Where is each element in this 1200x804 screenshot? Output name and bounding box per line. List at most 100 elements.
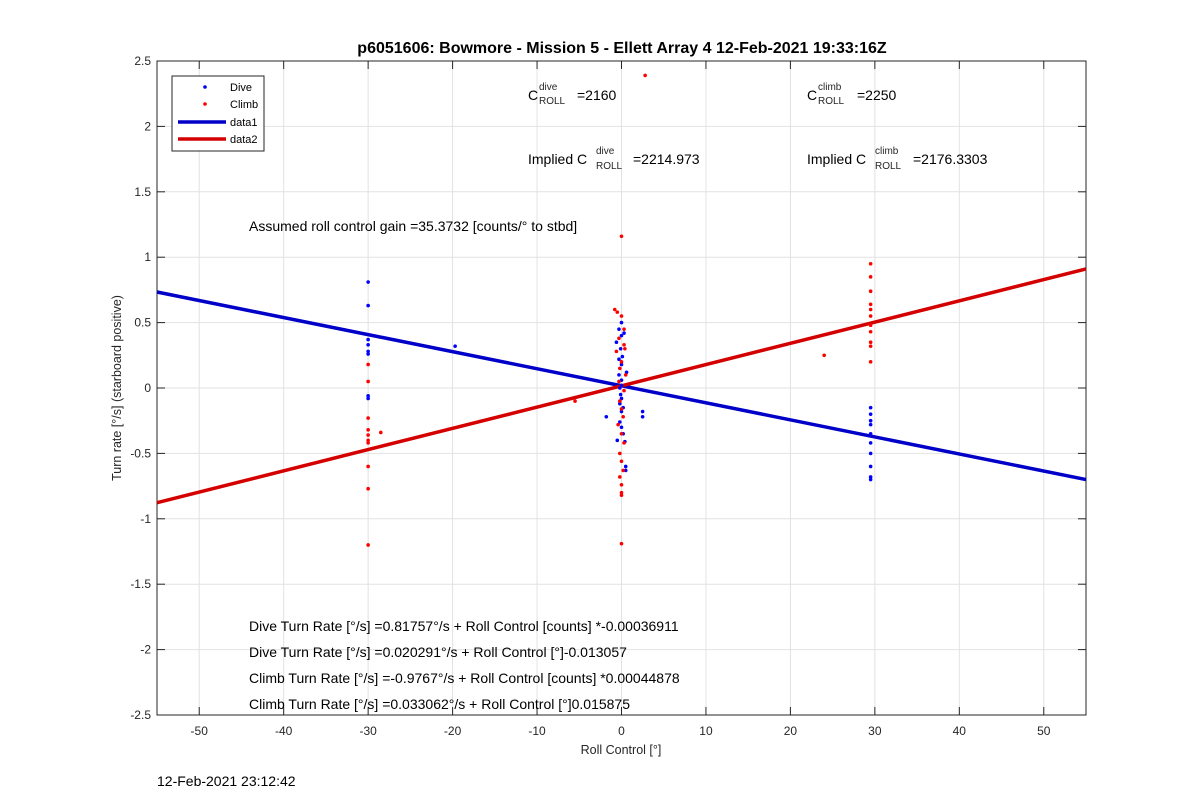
- point-climb: [868, 340, 873, 345]
- point-climb: [621, 414, 625, 419]
- point-dive: [619, 362, 624, 367]
- c-climb-base: C: [807, 87, 817, 103]
- c-climb-value: =2250: [857, 87, 897, 103]
- point-climb: [366, 416, 370, 420]
- y-tick-label: 2: [144, 119, 151, 133]
- point-dive: [619, 320, 624, 325]
- point-climb: [619, 314, 624, 318]
- legend-label-dive: Dive: [230, 82, 252, 94]
- point-climb: [623, 346, 627, 351]
- point-dive: [619, 409, 624, 414]
- point-climb: [622, 441, 626, 445]
- implied-climb-prefix: Implied C: [807, 151, 866, 167]
- point-climb: [619, 493, 624, 498]
- point-dive: [623, 468, 628, 473]
- point-dive: [868, 412, 873, 416]
- point-dive: [366, 343, 370, 347]
- point-climb: [868, 329, 873, 334]
- point-climb: [868, 261, 873, 266]
- point-dive: [640, 414, 645, 419]
- point-climb: [619, 360, 624, 364]
- point-climb: [868, 314, 873, 318]
- point-climb: [612, 307, 617, 312]
- point-dive: [619, 396, 624, 401]
- implied-dive-sup: dive: [596, 146, 615, 157]
- point-dive: [618, 386, 622, 390]
- point-climb: [622, 388, 626, 393]
- point-dive: [366, 337, 370, 342]
- point-climb: [868, 344, 873, 348]
- point-dive: [619, 333, 624, 338]
- y-tick-label: 1: [144, 250, 151, 264]
- point-dive: [868, 475, 873, 479]
- point-climb: [366, 428, 370, 432]
- point-dive: [614, 340, 619, 345]
- c-climb-sub: ROLL: [818, 96, 845, 107]
- point-dive: [868, 418, 873, 423]
- chart-title: p6051606: Bowmore - Mission 5 - Ellett A…: [357, 40, 887, 57]
- y-tick-label: -1.5: [130, 577, 151, 591]
- point-climb: [619, 541, 624, 546]
- c-climb-sup: climb: [818, 82, 842, 93]
- point-dive: [619, 425, 624, 430]
- point-dive: [366, 352, 370, 356]
- point-dive: [868, 464, 873, 469]
- implied-climb-sub: ROLL: [875, 161, 902, 172]
- point-dive: [868, 477, 873, 482]
- fit-dive-counts: Dive Turn Rate [°/s] =0.81757°/s + Roll …: [249, 618, 679, 634]
- point-dive: [622, 331, 626, 335]
- point-dive: [868, 441, 873, 445]
- x-tick-label: 50: [1037, 724, 1051, 738]
- point-dive: [366, 303, 370, 308]
- point-climb: [617, 336, 621, 341]
- point-climb: [868, 302, 873, 307]
- point-climb: [366, 464, 370, 469]
- point-dive: [366, 394, 370, 398]
- y-tick-label: 2.5: [134, 54, 151, 68]
- x-axis-label: Roll Control [°]: [581, 743, 662, 757]
- point-climb: [573, 399, 577, 403]
- x-tick-label: 40: [953, 724, 967, 738]
- point-climb: [643, 73, 647, 78]
- point-climb: [614, 349, 619, 354]
- x-tick-label: 0: [618, 724, 625, 738]
- c-dive-value: =2160: [577, 87, 617, 103]
- point-dive: [618, 346, 623, 351]
- point-dive: [618, 401, 622, 406]
- implied-climb-value: =2176.3303: [913, 151, 988, 167]
- c-dive-sub: ROLL: [539, 96, 566, 107]
- x-tick-label: -40: [275, 724, 293, 738]
- point-climb: [868, 307, 873, 312]
- annotation-c-climb: C climb ROLL =2250: [807, 82, 897, 107]
- x-tick-label: -50: [191, 724, 209, 738]
- y-tick-label: -2: [140, 643, 151, 657]
- point-dive: [366, 280, 370, 284]
- point-climb: [366, 438, 370, 443]
- annotation-c-dive: C dive ROLL =2160: [528, 82, 617, 107]
- point-dive: [453, 344, 457, 348]
- annotation-implied-dive: Implied C dive ROLL =2214.973: [528, 146, 700, 172]
- x-tick-label: -10: [528, 724, 546, 738]
- legend-label-climb: Climb: [230, 99, 258, 111]
- point-climb: [868, 323, 873, 328]
- point-climb: [366, 543, 370, 547]
- point-dive: [615, 438, 620, 443]
- point-dive: [366, 396, 370, 401]
- c-dive-sup: dive: [539, 82, 558, 93]
- y-tick-label: 0.5: [134, 316, 151, 330]
- implied-climb-sup: climb: [875, 146, 899, 157]
- point-climb: [622, 343, 626, 347]
- point-climb: [619, 431, 624, 436]
- implied-dive-prefix: Implied C: [528, 151, 587, 167]
- roll-gain-annotation: Assumed roll control gain =35.3732 [coun…: [249, 218, 577, 234]
- point-dive: [640, 409, 645, 414]
- point-climb: [366, 362, 370, 367]
- x-axis-ticks: -50 -40 -30 -20 -10 0 10 20 30 40 50: [191, 61, 1051, 738]
- point-climb: [366, 379, 370, 384]
- point-climb: [366, 433, 370, 437]
- point-dive: [366, 349, 370, 354]
- implied-dive-value: =2214.973: [633, 151, 700, 167]
- point-climb: [618, 399, 622, 403]
- point-climb: [822, 353, 826, 358]
